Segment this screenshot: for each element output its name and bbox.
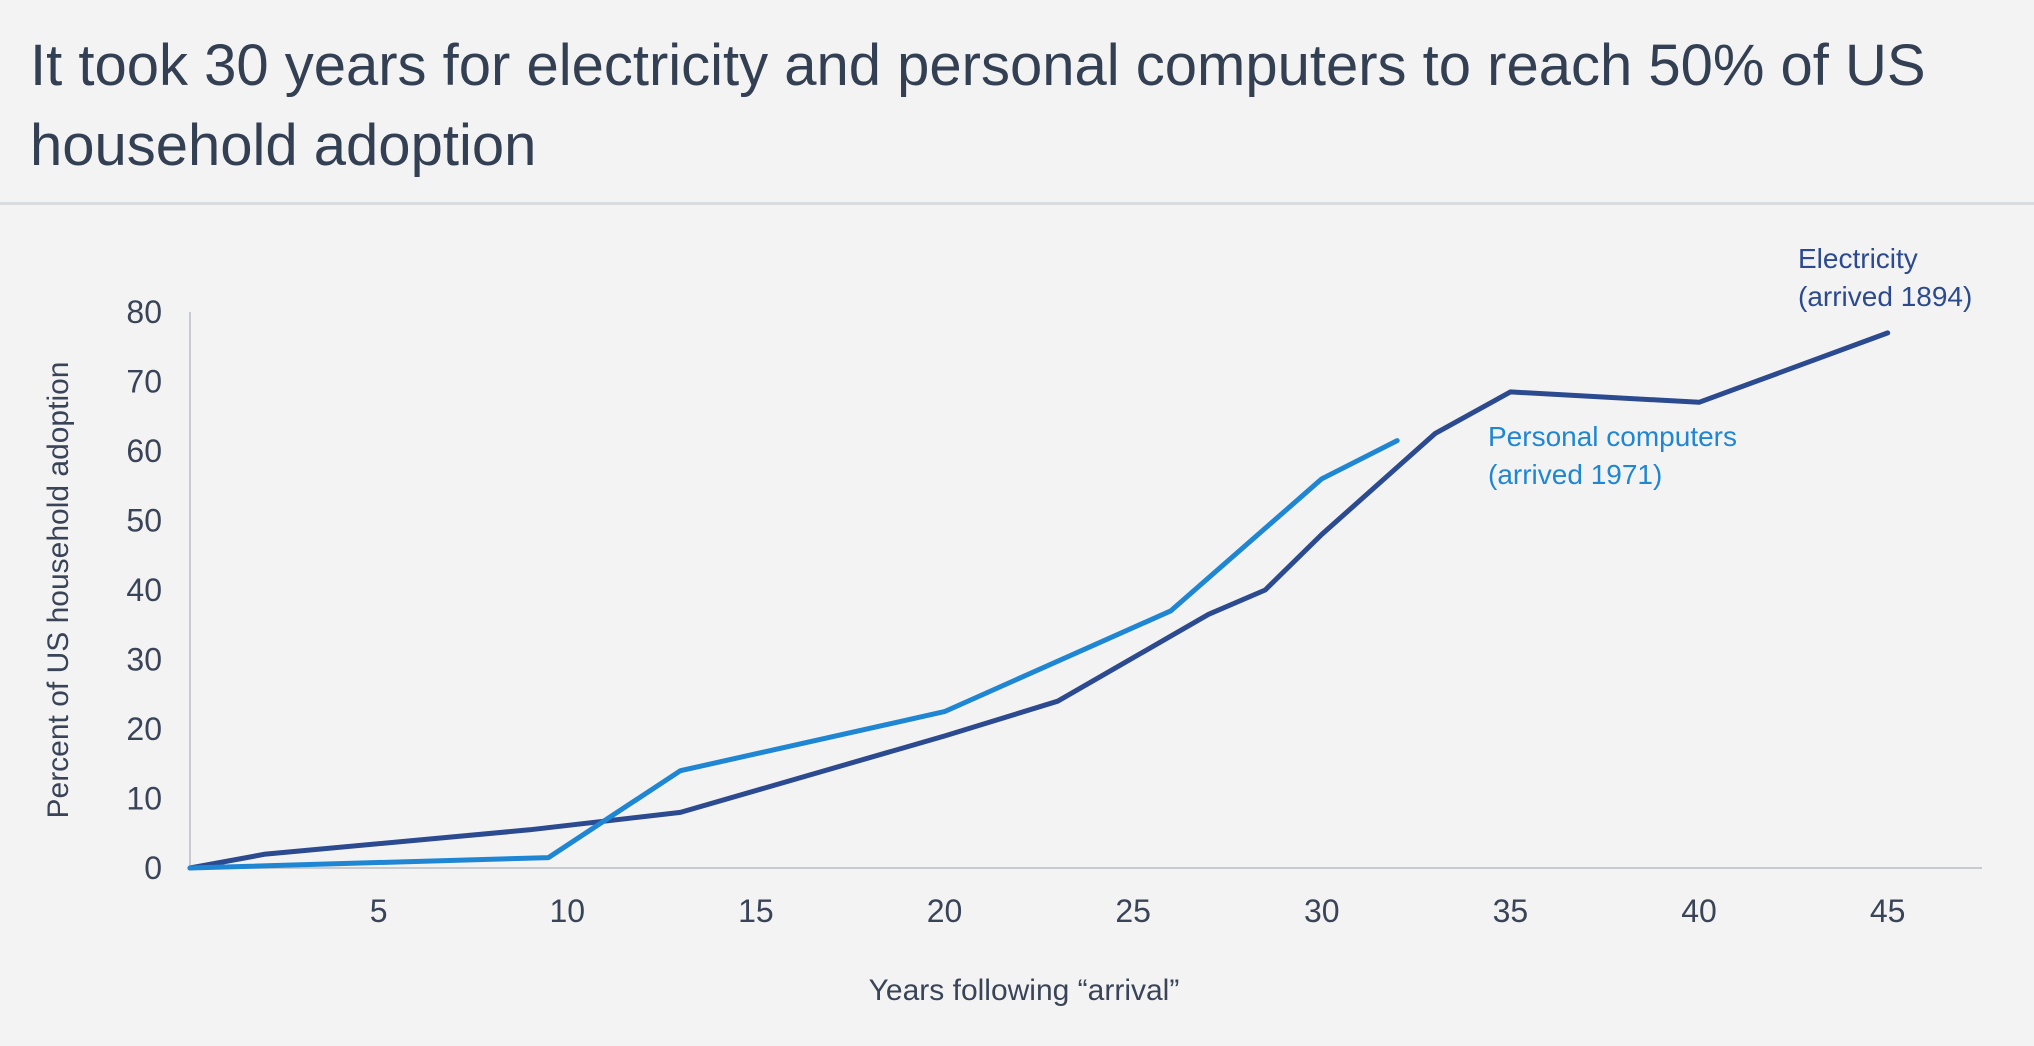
y-tick-label-80: 80 (126, 294, 162, 330)
x-tick-label-40: 40 (1681, 893, 1717, 929)
title-divider (0, 202, 2034, 205)
electricity-label-line-2: (arrived 1894) (1798, 281, 1972, 312)
personal-computers-label: Personal computers (arrived 1971) (1488, 421, 1745, 490)
electricity-label-line-1: Electricity (1798, 243, 1918, 274)
chart-title: It took 30 years for electricity and per… (30, 33, 1926, 178)
x-axis-ticks: 5 10 15 20 25 30 35 40 45 (370, 893, 1906, 929)
electricity-series-line (187, 330, 1891, 871)
y-tick-label-70: 70 (126, 364, 162, 400)
x-tick-label-20: 20 (927, 893, 963, 929)
electricity-label: Electricity (arrived 1894) (1798, 243, 1972, 312)
y-tick-label-10: 10 (126, 781, 162, 817)
personal-computers-series-line (187, 438, 1400, 871)
x-tick-label-45: 45 (1870, 893, 1906, 929)
x-tick-label-15: 15 (738, 893, 774, 929)
series-layer (187, 330, 1891, 871)
x-axis-title: Years following “arrival” (869, 974, 1180, 1007)
y-tick-label-50: 50 (126, 503, 162, 539)
personal-computers-label-line-1: Personal computers (1488, 421, 1737, 452)
y-axis-title: Percent of US household adoption (42, 362, 75, 819)
personal-computers-label-line-2: (arrived 1971) (1488, 459, 1662, 490)
y-tick-label-30: 30 (126, 642, 162, 678)
x-tick-label-5: 5 (370, 893, 388, 929)
x-tick-label-10: 10 (549, 893, 585, 929)
y-tick-label-20: 20 (126, 711, 162, 747)
x-tick-label-25: 25 (1115, 893, 1151, 929)
y-tick-label-60: 60 (126, 433, 162, 469)
y-tick-label-0: 0 (144, 850, 162, 886)
y-axis-ticks: 0 10 20 30 40 50 60 70 80 (126, 294, 162, 886)
x-tick-label-30: 30 (1304, 893, 1340, 929)
x-tick-label-35: 35 (1493, 893, 1529, 929)
y-tick-label-40: 40 (126, 572, 162, 608)
